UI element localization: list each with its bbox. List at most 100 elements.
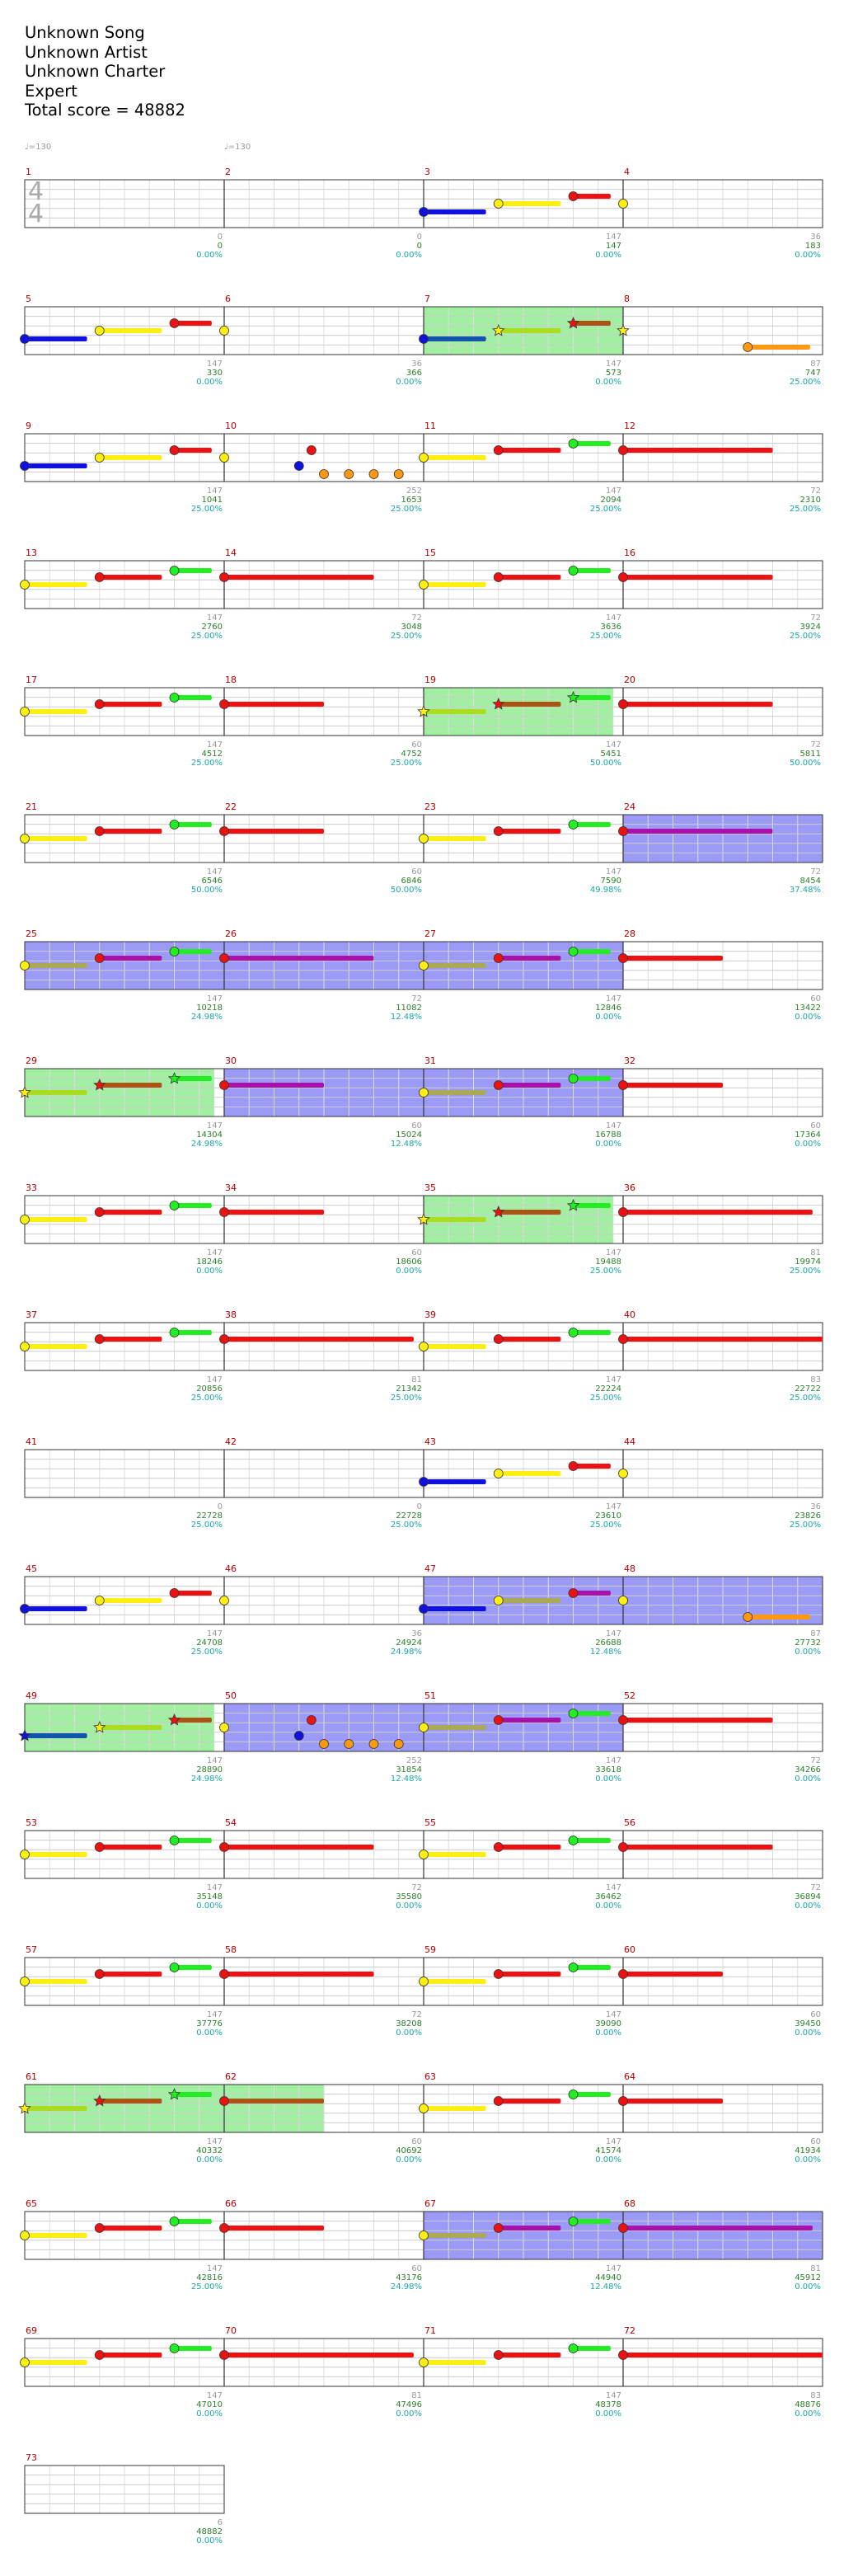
star-note-icon [417,704,430,717]
measure-score: 4752 [401,750,422,759]
measure-percent: 0.00% [396,1901,422,1911]
staff-row [24,306,823,355]
measure-number: 67 [424,2198,436,2209]
sustain-bar [623,1845,773,1850]
note-circle-icon [618,445,628,455]
measure-number: 55 [424,1817,436,1828]
measure-score: 2094 [601,496,621,505]
sustain-bar [224,2353,414,2357]
sustain-bar [174,568,212,573]
measure-info: 72 [411,1883,422,1892]
measure-percent: 0.00% [795,1140,821,1149]
note-circle-icon [94,326,105,336]
measure-info: 147 [606,1756,621,1765]
measure-score: 0 [417,242,422,251]
note-circle-icon [219,1596,229,1605]
difficulty-label: Expert [25,81,77,101]
measure-info: 147 [606,740,621,750]
note-circle-icon [169,1328,180,1337]
measure-percent: 25.00% [590,1521,621,1530]
measure-percent: 25.00% [191,2282,223,2292]
staff-row [24,179,823,228]
note-circle-icon [493,826,504,836]
sustain-bar [25,336,87,341]
measure-score: 21342 [396,1384,422,1394]
sustain-bar [498,956,561,961]
sustain-bar [99,2353,162,2357]
note-circle-icon [618,1969,628,1979]
measure-number: 45 [26,1563,37,1574]
song-title: Unknown Song [25,23,145,42]
measure-percent: 50.00% [790,759,821,768]
measure-info: 147 [207,1375,223,1384]
note-circle-icon [219,453,229,463]
star-note-icon [417,1212,430,1225]
measure-info: 147 [207,360,223,369]
measure-score: 183 [805,242,821,251]
note-circle-icon [94,453,105,463]
note-circle-icon [306,445,316,455]
measure-percent: 25.00% [590,1394,621,1403]
sustain-bar [224,1337,414,1342]
note-circle-icon [306,1715,316,1725]
measure-number: 10 [225,421,237,431]
note-circle-icon [219,826,229,836]
measure-score: 36894 [795,1892,821,1901]
sustain-bar [174,321,212,326]
sustain-bar [424,582,486,587]
note-circle-icon [568,2216,579,2226]
measure-score: 6846 [401,877,422,886]
sustain-bar [623,2226,813,2230]
note-circle-icon [419,2230,429,2240]
note-circle-icon [20,580,30,590]
note-circle-icon [219,2096,229,2106]
note-circle-icon [493,2223,504,2233]
measure-percent: 0.00% [595,2409,621,2419]
measure-info: 147 [207,1756,223,1765]
sustain-bar [623,448,773,453]
staff-row [24,814,823,863]
sustain-bar [99,829,162,834]
measure-percent: 25.00% [191,1394,223,1403]
measure-score: 41574 [595,2146,621,2155]
sustain-bar [25,1979,87,1984]
measure-number: 69 [26,2325,37,2336]
note-circle-icon [419,453,429,463]
sustain-bar [573,1203,611,1208]
note-circle-icon [419,961,429,971]
measure-score: 3924 [800,623,821,632]
sustain-bar [498,448,561,453]
note-circle-icon [493,1715,504,1725]
measure-number: 13 [26,548,37,558]
measure-info: 36 [411,360,422,369]
measure-score: 23826 [795,1511,821,1521]
measure-score: 18246 [196,1257,223,1267]
sustain-bar [99,1598,162,1603]
measure-info: 81 [411,1375,422,1384]
star-note-icon [566,690,580,703]
measure-info: 72 [810,867,821,877]
measure-info: 147 [207,2391,223,2400]
note-circle-icon [20,1215,30,1225]
measure-number: 61 [26,2071,37,2082]
measure-score: 23610 [595,1511,621,1521]
measure-number: 50 [225,1690,237,1701]
measure-score: 42816 [196,2273,223,2282]
measure-info: 147 [606,233,621,242]
sustain-bar [224,702,324,707]
note-circle-icon [94,953,105,963]
sustain-bar [25,963,87,968]
measure-number: 38 [225,1309,237,1320]
note-circle-icon [393,1739,404,1749]
sustain-bar [498,201,561,206]
measure-number: 72 [624,2325,635,2336]
measure-percent: 50.00% [191,886,223,895]
measure-number: 24 [624,801,635,812]
measure-number: 57 [26,1944,37,1955]
note-circle-icon [618,199,628,209]
measure-info: 60 [411,2137,422,2146]
measure-score: 5811 [800,750,821,759]
sustain-bar [174,949,212,954]
measure-number: 34 [225,1182,237,1193]
note-circle-icon [20,834,30,844]
